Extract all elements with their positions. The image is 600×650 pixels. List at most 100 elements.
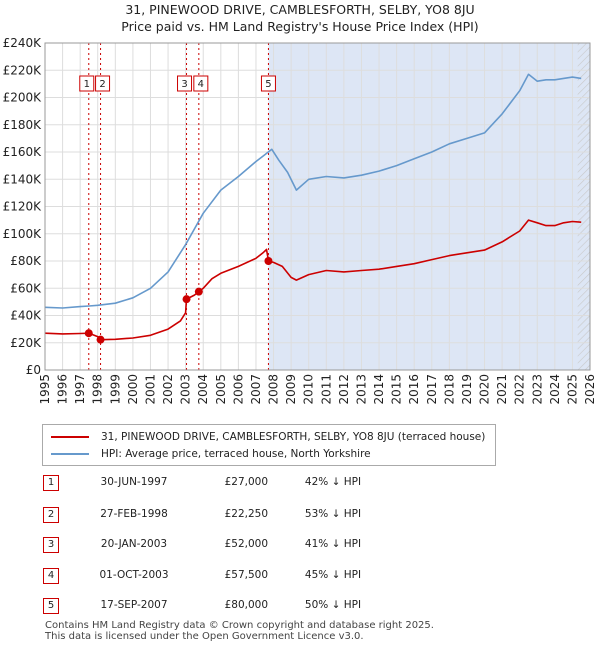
- legend: 31, PINEWOOD DRIVE, CAMBLESFORTH, SELBY,…: [42, 424, 496, 466]
- x-tick-label: 2006: [231, 374, 245, 405]
- footer: Contains HM Land Registry data © Crown c…: [45, 620, 434, 642]
- transaction-label-box: [79, 75, 95, 92]
- transaction-label-box: [177, 75, 193, 92]
- x-tick-label: 1998: [91, 374, 105, 405]
- transaction-badge: 3: [43, 537, 59, 553]
- x-tick-label: 2004: [196, 374, 210, 405]
- x-tick-label: 2024: [548, 374, 562, 405]
- x-tick-label: 2010: [302, 374, 316, 405]
- transaction-price: £27,000: [224, 476, 268, 488]
- y-tick-label: £0: [26, 363, 41, 377]
- y-tick-label: £140K: [3, 172, 43, 186]
- transaction-price: £22,250: [224, 508, 268, 520]
- x-tick-label: 2000: [126, 374, 140, 405]
- y-tick-label: £120K: [3, 200, 43, 214]
- x-tick-label: 2020: [478, 374, 492, 405]
- legend-item-property: 31, PINEWOOD DRIVE, CAMBLESFORTH, SELBY,…: [51, 429, 485, 445]
- y-tick-label: £40K: [10, 309, 42, 323]
- legend-swatch-property: [51, 436, 89, 438]
- transaction-hpi: 42% ↓ HPI: [304, 476, 362, 488]
- transaction-label-text: 5: [265, 79, 271, 90]
- transaction-point: [182, 295, 191, 304]
- x-tick-label: 2009: [284, 374, 298, 405]
- transaction-point: [194, 287, 203, 296]
- x-tick-label: 2014: [372, 374, 386, 405]
- y-tick-label: £240K: [3, 36, 43, 50]
- transaction-label-box: [95, 75, 111, 92]
- transaction-badge: 2: [43, 507, 59, 523]
- table-row: 2 27-FEB-1998 £22,250 53% ↓ HPI: [42, 506, 462, 524]
- chart-title: 31, PINEWOOD DRIVE, CAMBLESFORTH, SELBY,…: [125, 2, 475, 17]
- transaction-label-2: 2: [95, 75, 111, 92]
- transaction-date: 01-OCT-2003: [99, 569, 169, 581]
- footer-copyright: Contains HM Land Registry data © Crown c…: [45, 620, 434, 631]
- transaction-label-3: 3: [177, 75, 193, 92]
- transaction-date: 17-SEP-2007: [100, 599, 168, 611]
- transaction-point: [84, 329, 93, 338]
- x-tick-label: 2025: [565, 374, 579, 405]
- table-row: 5 17-SEP-2007 £80,000 50% ↓ HPI: [42, 597, 462, 615]
- x-tick-label: 2015: [390, 374, 404, 405]
- x-tick-label: 2008: [267, 374, 281, 405]
- y-tick-label: £220K: [3, 63, 43, 77]
- x-tick-label: 2018: [442, 374, 456, 405]
- transaction-point: [96, 335, 105, 344]
- y-tick-label: £180K: [3, 118, 43, 132]
- legend-label-hpi: HPI: Average price, terraced house, Nort…: [101, 448, 371, 460]
- y-tick-label: £80K: [10, 254, 42, 268]
- x-tick-label: 1999: [108, 374, 122, 405]
- x-tick-label: 2016: [407, 374, 421, 405]
- transaction-label-box: [260, 75, 276, 92]
- transaction-label-text: 4: [198, 79, 204, 90]
- transaction-badge: 5: [43, 598, 59, 614]
- x-tick-label: 1997: [73, 374, 87, 405]
- table-row: 4 01-OCT-2003 £57,500 45% ↓ HPI: [42, 567, 462, 585]
- x-tick-label: 2022: [513, 374, 527, 405]
- y-tick-label: £20K: [10, 336, 42, 350]
- x-tick-label: 1996: [56, 374, 70, 405]
- x-tick-label: 2012: [337, 374, 351, 405]
- transaction-hpi: 41% ↓ HPI: [304, 538, 362, 550]
- transaction-label-text: 2: [99, 79, 105, 90]
- transaction-label-5: 5: [260, 75, 276, 92]
- transaction-point: [264, 257, 273, 265]
- y-tick-label: £160K: [3, 145, 43, 159]
- transaction-date: 27-FEB-1998: [100, 508, 168, 520]
- table-row: 3 20-JAN-2003 £52,000 41% ↓ HPI: [42, 536, 462, 554]
- transaction-label-4: 4: [193, 75, 209, 92]
- x-tick-label: 2001: [143, 374, 157, 405]
- hpi-series-line: [44, 73, 582, 309]
- y-tick-label: £60K: [10, 281, 42, 295]
- x-tick-label: 2002: [161, 374, 175, 405]
- legend-swatch-hpi: [51, 453, 89, 455]
- property-series-line: [44, 219, 582, 341]
- legend-item-hpi: HPI: Average price, terraced house, Nort…: [51, 446, 371, 462]
- x-tick-label: 2021: [495, 374, 509, 405]
- transaction-hpi: 50% ↓ HPI: [304, 599, 362, 611]
- y-tick-label: £100K: [3, 227, 43, 241]
- x-tick-label: 2023: [530, 374, 544, 405]
- transaction-badge: 4: [43, 568, 59, 584]
- transaction-price: £80,000: [224, 599, 268, 611]
- x-tick-label: 1995: [38, 374, 52, 405]
- footer-license: This data is licensed under the Open Gov…: [45, 631, 364, 642]
- transaction-price: £52,000: [224, 538, 268, 550]
- transaction-hpi: 53% ↓ HPI: [304, 508, 362, 520]
- x-tick-label: 2019: [460, 374, 474, 405]
- transaction-price: £57,500: [224, 569, 268, 581]
- x-tick-label: 2017: [425, 374, 439, 405]
- transaction-badge: 1: [43, 475, 59, 491]
- x-tick-label: 2005: [214, 374, 228, 405]
- table-row: 1 30-JUN-1997 £27,000 42% ↓ HPI: [42, 474, 462, 492]
- price-chart: 1 2 3 4 5 £0 £20K £40K £60K £80K £100K £120K £140K £1…: [3, 36, 597, 405]
- plot-frame: [44, 42, 591, 371]
- transaction-date: 30-JUN-1997: [100, 476, 168, 488]
- transaction-hpi: 45% ↓ HPI: [304, 569, 362, 581]
- chart-subtitle: Price paid vs. HM Land Registry's House …: [121, 19, 479, 34]
- legend-label-property: 31, PINEWOOD DRIVE, CAMBLESFORTH, SELBY,…: [101, 431, 486, 443]
- x-tick-label: 2011: [319, 374, 333, 405]
- transaction-label-box: [193, 75, 209, 92]
- transaction-label-1: 1: [79, 75, 95, 92]
- x-tick-label: 2026: [583, 374, 597, 405]
- transaction-label-text: 3: [181, 79, 187, 90]
